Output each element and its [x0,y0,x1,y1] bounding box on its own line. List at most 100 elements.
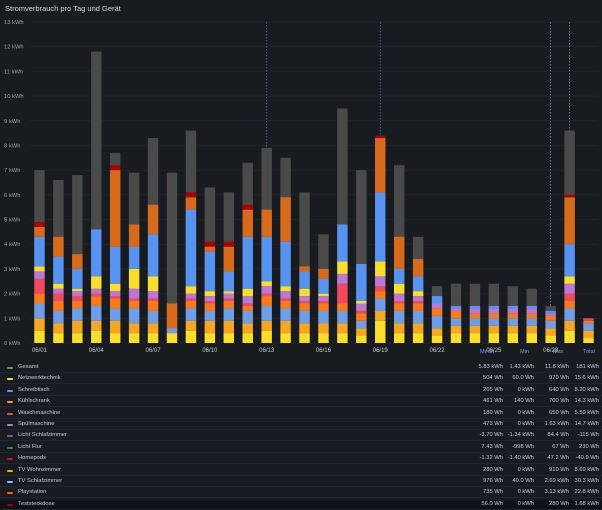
bar-segment [280,286,291,292]
bar-segment [469,305,481,309]
x-tick-label: 06/22 [430,348,446,354]
legend-swatch [7,367,13,369]
legend-row[interactable]: Homepods -1.32 Wh -1.40 kWh 47.2 Wh -40.9 Wh [0,453,602,465]
bar-segment [545,335,556,343]
bar-segment [318,303,329,311]
legend-swatch [7,446,13,449]
bar-segment [299,301,310,304]
bar-segment [204,301,216,304]
legend-row[interactable]: Schreibtisch 265 Wh 0 kWh 640 Wh 8.20 kWh [0,385,602,396]
bar-segment [450,333,462,343]
legend-header-min[interactable]: Min [520,349,530,355]
legend-row[interactable]: Teststeckdose 56.0 Wh 0 kWh 280 Wh 1.68 kWh [0,499,602,510]
bar-segment [507,313,519,319]
bar-segment [53,236,64,257]
bar-segment [393,283,405,294]
bar-segment [242,204,253,210]
bar-segment [91,288,102,294]
legend-row[interactable]: Kühlschrank 461 Wh 140 Wh 700 Wh 14.3 kWh [0,396,602,408]
bar-segment [204,320,216,334]
bar-segment [128,224,140,247]
bar-segment [337,273,348,284]
bar-segment [337,224,348,262]
legend-row[interactable]: Licht Schlafzimmer -3.70 Wh -1.34 kWh 84.4 … [0,430,602,442]
legend-row[interactable]: Playstation 735 Wh 0 kWh 3.13 kWh 22.8 kWh [0,487,602,499]
x-tick-label: 06/04 [89,348,105,354]
bar-segment [185,293,197,299]
bar-segment [412,323,424,334]
bar-segment [166,333,178,343]
bar-segment [318,333,329,343]
bar-segment [185,209,197,287]
legend-row-divider [0,372,602,373]
legend-row-divider [0,451,602,453]
legend-min-value: 0 kWh [517,466,534,473]
bar-segment [299,310,310,324]
legend-mean-value: 504 Wh [483,375,503,382]
bar-segment [431,315,443,329]
legend-row-divider [0,440,602,442]
bar-segment [299,266,310,272]
bar-segment [242,305,253,311]
legend-mean-value: 7.43 Wh [481,443,503,450]
y-tick-label: 7 kWh [4,168,20,174]
bar-segment [583,338,594,343]
x-tick-label: 06/28 [543,348,559,354]
legend-row[interactable]: Spülmaschine 473 Wh 0 kWh 1.63 kWh 14.7 kWh [0,419,602,430]
bar-segment [109,333,121,343]
bar-segment [185,197,197,210]
legend-header-mean[interactable]: Mean [480,349,494,355]
bar-segment [109,298,121,309]
legend-row[interactable]: Gesamt 5.83 kWh 1.43 kWh 11.8 kWh 181 kWh [0,362,602,373]
y-tick-label: 4 kWh [4,242,20,248]
bar-segment [261,293,272,297]
legend-header-max[interactable]: Max [553,349,564,355]
legend-row[interactable]: TV Wohnzimmer 280 Wh 0 kWh 910 Wh 8.69 kWh [0,465,602,476]
legend-series-name: Schreibtisch [18,386,50,393]
bar-segment [412,276,424,292]
bar-segment [583,323,594,331]
bar-segment [72,288,83,292]
bar-segment [375,320,386,343]
legend-row-divider [0,383,602,385]
panel-title: Stromverbrauch pro Tag und Gerät [5,4,121,13]
bar-segment [450,325,462,334]
legend-mean-value: 473 Wh [483,421,503,427]
legend-row[interactable]: Netzwerktechnik 504 Wh 60.0 Wh 970 Wh 15.6 k… [0,373,602,385]
legend-header-total[interactable]: Total [583,349,595,355]
bar-segment [469,333,481,343]
legend-max-value: 700 Wh [549,398,569,405]
stacked-bar-chart[interactable]: 0 kWh 1 kWh 2 kWh 3 kWh 4 kWh 5 kWh 6 kWh 7 kWh… [0,0,602,360]
legend-series-name: Netzwerktechnik [18,375,61,382]
x-tick-label: 06/25 [486,348,502,354]
legend-row[interactable]: Licht Flur 7.43 Wh -998 Wh 67 Wh 230 Wh [0,442,602,453]
bar-segment [375,276,386,287]
bar-segment [337,333,348,343]
bar-segment [166,328,178,334]
legend-min-value: 60.0 Wh [512,375,534,382]
legend-min-value: 1.43 kWh [509,364,535,370]
legend-max-value: 970 Wh [549,375,569,382]
legend-row[interactable]: TV Schlafzimmer 976 Wh 40.0 Wh 2.69 kWh 30.3… [0,476,602,487]
x-tick-label: 06/01 [32,348,48,354]
bar-segment [318,293,329,297]
bar-segment [128,298,140,302]
x-tick-label: 06/19 [373,348,389,354]
bar-segment [450,308,462,311]
bar-segment [223,333,235,343]
bar-segment [147,333,159,343]
legend-row[interactable]: Waschmaschine 180 Wh 0 kWh 650 Wh 5.59 kWh [0,408,602,419]
bar-segment [488,318,500,326]
legend-series-name: Homepods [18,455,47,462]
legend-total-value: 15.6 kWh [574,375,600,382]
bar-segment [53,310,64,324]
bar-segment [109,283,121,292]
y-tick-label: 3 kWh [4,267,20,273]
bar-segment [356,328,367,336]
legend-mean-value: 265 Wh [483,386,503,393]
legend-series-name: Kühlschrank [18,398,50,405]
bar-segment [128,268,140,289]
bar-segment [393,301,405,304]
bar-segment [393,236,405,269]
legend-series-name: Licht Schlafzimmer [18,432,67,439]
